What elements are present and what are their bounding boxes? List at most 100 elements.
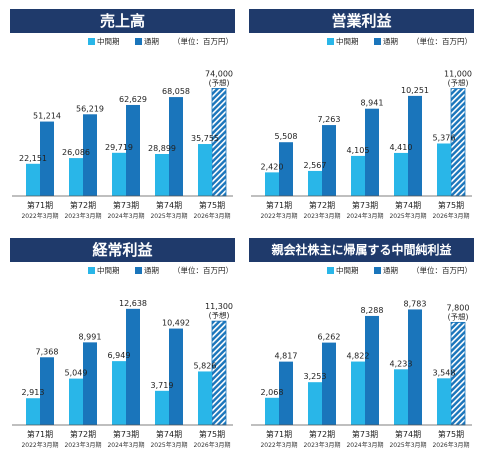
legend-item-interim: 中間期 <box>88 36 120 47</box>
legend-label-annual: 通期 <box>144 266 159 275</box>
bar-interim <box>198 144 212 196</box>
bar-annual <box>408 309 422 425</box>
data-label-interim: 3,719 <box>151 381 174 390</box>
data-label-annual: 62,629 <box>119 95 147 104</box>
data-label-annual: 12,638 <box>119 299 147 308</box>
chart-panel-net-income: 親会社株主に帰属する中間純利益 中間期 通期 （単位：百万円） 4,817 2,0… <box>249 238 474 454</box>
bar-annual <box>40 121 54 196</box>
category-label: 第71期 <box>266 200 292 210</box>
data-label-annual: 6,262 <box>318 333 341 342</box>
forecast-label: (予想) <box>209 310 230 320</box>
bar-interim <box>26 398 40 425</box>
data-label-annual: 74,000 <box>205 69 233 78</box>
bar-interim <box>112 361 126 425</box>
data-label-interim: 4,822 <box>347 352 370 361</box>
data-label-interim: 28,899 <box>148 144 176 153</box>
data-label-annual: 10,492 <box>162 319 190 328</box>
bar-interim <box>26 163 40 196</box>
category-sublabel: 2022年3月期 <box>21 212 58 220</box>
legend-label-annual: 通期 <box>383 266 398 275</box>
bar-interim <box>437 143 451 196</box>
bar-interim <box>437 378 451 425</box>
data-label-interim: 5,826 <box>194 361 217 370</box>
bar-annual <box>365 315 379 425</box>
data-label-annual: 8,783 <box>404 299 427 308</box>
forecast-label: (予想) <box>209 77 230 87</box>
category-sublabel: 2022年3月期 <box>260 441 297 449</box>
category-label: 第72期 <box>70 429 96 439</box>
category-label: 第74期 <box>395 429 421 439</box>
data-label-interim: 2,420 <box>261 162 284 171</box>
forecast-label: (予想) <box>448 78 469 88</box>
data-label-interim: 6,949 <box>108 351 131 360</box>
legend: 中間期 通期 （単位：百万円） <box>249 265 474 278</box>
data-label-annual: 8,941 <box>361 99 384 108</box>
data-label-annual: 8,991 <box>79 332 102 341</box>
category-label: 第73期 <box>352 200 378 210</box>
bar-interim <box>265 172 279 196</box>
category-label: 第73期 <box>113 429 139 439</box>
chart-title: 経常利益 <box>10 238 235 262</box>
unit-label: （単位：百万円） <box>173 266 233 275</box>
data-label-annual: 68,058 <box>162 87 190 96</box>
bar-interim <box>308 170 322 196</box>
legend-swatch-interim <box>88 38 95 45</box>
chart-panel-sales: 売上高 中間期 通期 （単位：百万円） 51,214 22,151 第71期 2022… <box>10 9 235 225</box>
data-label-annual: 7,368 <box>36 347 59 356</box>
category-sublabel: 2023年3月期 <box>303 441 340 449</box>
chart-title: 営業利益 <box>249 9 474 33</box>
legend-swatch-interim <box>327 267 334 274</box>
bar-interim <box>265 397 279 425</box>
data-label-annual: 11,000 <box>444 70 472 79</box>
category-label: 第74期 <box>156 200 182 210</box>
data-label-interim: 4,105 <box>347 146 370 155</box>
legend-swatch-interim <box>327 38 334 45</box>
legend-item-annual: 通期 <box>374 36 398 47</box>
bar-annual <box>279 142 293 196</box>
bar-annual <box>169 328 183 425</box>
category-sublabel: 2023年3月期 <box>64 212 101 220</box>
data-label-interim: 4,410 <box>390 143 413 152</box>
category-label: 第71期 <box>27 200 53 210</box>
data-label-interim: 22,151 <box>19 154 47 163</box>
category-label: 第75期 <box>438 429 464 439</box>
bar-interim <box>69 378 83 425</box>
chart-panel-operating-income: 営業利益 中間期 通期 （単位：百万円） 5,508 2,420 第71期 2022年… <box>249 9 474 225</box>
bar-annual <box>169 97 183 196</box>
bar-chart: 4,817 2,068 第71期 2022年3月期 6,262 3,253 第72期 2023… <box>251 299 472 449</box>
bar-annual <box>83 114 97 196</box>
bar-annual <box>126 104 140 196</box>
category-sublabel: 2024年3月期 <box>346 212 383 220</box>
legend-item-interim: 中間期 <box>327 265 359 276</box>
legend-swatch-annual <box>374 38 381 45</box>
unit-label: （単位：百万円） <box>173 37 233 46</box>
category-label: 第75期 <box>438 200 464 210</box>
bar-chart: 7,368 2,913 第71期 2022年3月期 8,991 5,049 第72期 2023… <box>12 299 233 449</box>
legend-swatch-annual <box>374 267 381 274</box>
category-sublabel: 2024年3月期 <box>107 441 144 449</box>
category-label: 第74期 <box>395 200 421 210</box>
bar-interim <box>112 152 126 196</box>
legend: 中間期 通期 （単位：百万円） <box>10 265 235 278</box>
bar-annual <box>83 342 97 425</box>
category-sublabel: 2026年3月期 <box>432 212 469 220</box>
category-sublabel: 2026年3月期 <box>193 441 230 449</box>
category-sublabel: 2025年3月期 <box>389 212 426 220</box>
legend: 中間期 通期 （単位：百万円） <box>10 36 235 49</box>
bar-annual <box>365 108 379 196</box>
bar-interim <box>394 369 408 425</box>
category-label: 第75期 <box>199 200 225 210</box>
legend-item-interim: 中間期 <box>327 36 359 47</box>
legend-item-annual: 通期 <box>374 265 398 276</box>
data-label-interim: 2,913 <box>22 388 45 397</box>
category-sublabel: 2024年3月期 <box>107 212 144 220</box>
bar-annual <box>40 357 54 425</box>
category-sublabel: 2026年3月期 <box>193 212 230 220</box>
legend-label-annual: 通期 <box>144 37 159 46</box>
chart-title: 親会社株主に帰属する中間純利益 <box>249 238 474 262</box>
legend-item-annual: 通期 <box>135 36 159 47</box>
category-label: 第75期 <box>199 429 225 439</box>
category-sublabel: 2023年3月期 <box>303 212 340 220</box>
category-sublabel: 2025年3月期 <box>150 441 187 449</box>
bar-annual <box>279 361 293 425</box>
